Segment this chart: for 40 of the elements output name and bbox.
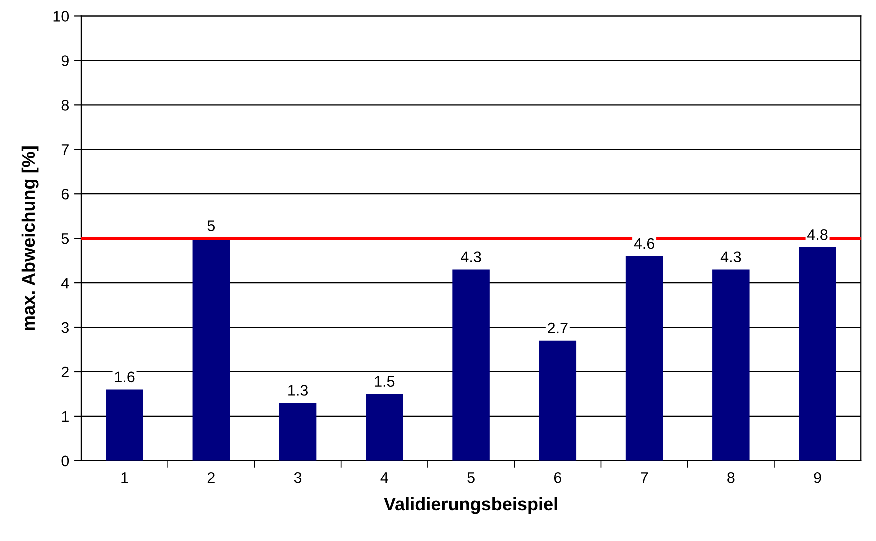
y-tick-label: 7 xyxy=(62,144,69,156)
y-tick-label: 5 xyxy=(62,234,70,244)
y-tick-label: 3 xyxy=(62,322,69,334)
y-tick-label: 9 xyxy=(62,56,69,66)
bar xyxy=(279,403,317,461)
y-tick-label: 8 xyxy=(62,100,69,111)
data-label: 1.3 xyxy=(288,385,308,396)
x-tick-label: 8 xyxy=(728,472,735,484)
bar xyxy=(452,270,490,461)
y-tick-label: 10 xyxy=(54,11,70,22)
y-tick-label: 6 xyxy=(62,188,69,200)
x-tick-label: 6 xyxy=(554,472,562,484)
data-label: 4.6 xyxy=(634,238,654,250)
data-label: 4.3 xyxy=(461,252,482,263)
bar xyxy=(626,256,664,461)
data-label: 2.7 xyxy=(548,322,568,334)
y-axis-title: max. Abweichung [%] xyxy=(22,146,39,330)
x-tick-label: 2 xyxy=(208,472,215,484)
x-tick-label: 3 xyxy=(294,472,302,484)
x-tick-label: 7 xyxy=(641,472,648,484)
bar xyxy=(539,340,577,461)
data-label: 1.6 xyxy=(115,372,135,383)
data-label: 1.5 xyxy=(375,376,395,388)
y-tick-label: 4 xyxy=(62,278,70,289)
data-label: 4.3 xyxy=(720,252,742,263)
bar xyxy=(366,394,404,461)
x-tick-label: 9 xyxy=(814,472,822,484)
bar xyxy=(799,247,836,461)
x-tick-label: 5 xyxy=(468,472,475,484)
bar xyxy=(106,390,144,461)
y-tick-label: 2 xyxy=(62,366,69,378)
data-label: 4.8 xyxy=(808,229,828,240)
bar xyxy=(712,270,750,461)
data-label: 5 xyxy=(208,220,216,232)
x-tick-label: 1 xyxy=(122,472,128,484)
bar xyxy=(192,238,230,461)
y-tick-label: 0 xyxy=(62,456,70,467)
x-tick-label: 4 xyxy=(380,472,388,484)
x-axis-title: Validierungsbeispiel xyxy=(384,497,558,514)
y-tick-label: 1 xyxy=(62,411,69,422)
